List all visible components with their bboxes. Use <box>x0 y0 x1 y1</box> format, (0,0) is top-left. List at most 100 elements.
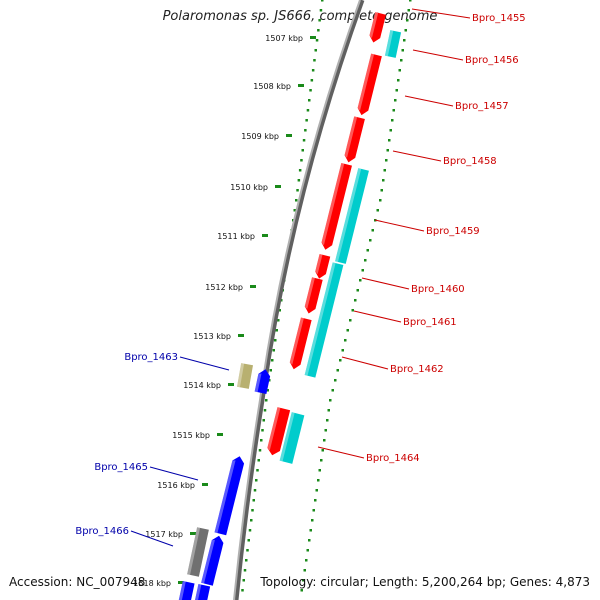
genes-label: Genes: <box>509 575 552 589</box>
gene-1467-partial <box>177 581 195 600</box>
forward-track-guide <box>321 449 324 452</box>
gene-1464-feature-body <box>279 412 305 464</box>
gene-1459-feature <box>335 168 369 264</box>
gene-1466-shine <box>201 539 215 584</box>
forward-track-guide <box>404 29 407 32</box>
ruler-tick-label: 1518 kbp <box>133 579 171 588</box>
forward-track-guide <box>302 579 305 582</box>
topology-value: circular <box>320 575 365 589</box>
ruler-dot <box>314 49 317 52</box>
forward-track-guide <box>409 0 412 2</box>
forward-track-guide <box>395 89 398 92</box>
forward-track-guide <box>359 279 362 282</box>
ruler-dot <box>257 459 260 462</box>
forward-track-guide <box>382 179 385 182</box>
gene-1466-feature-body <box>187 527 209 577</box>
ruler-dot <box>306 109 310 112</box>
ruler-dot <box>250 519 253 522</box>
forward-track-guide <box>315 489 318 492</box>
ruler-major-tick <box>202 483 208 486</box>
forward-track-guide <box>354 299 357 302</box>
forward-track-guide <box>327 409 330 412</box>
ruler-dot <box>261 429 264 432</box>
ruler-dot <box>248 529 252 532</box>
gene-features <box>177 12 402 600</box>
gene-1455-shine <box>369 12 379 39</box>
ruler-dot <box>265 399 268 402</box>
gene-1464-feature <box>279 412 305 464</box>
gene-label-leader <box>361 277 410 290</box>
ruler-dot <box>253 489 257 492</box>
gene-label-leader <box>392 150 442 162</box>
ruler-dot <box>275 329 278 332</box>
ruler-tick-label: 1514 kbp <box>183 381 221 390</box>
ruler-major-tick <box>298 84 304 87</box>
forward-track-guide <box>371 229 374 232</box>
gene-1464 <box>267 407 291 456</box>
gene-label-leader <box>149 466 199 481</box>
ruler-dot <box>274 339 277 342</box>
forward-track-guide <box>329 399 332 402</box>
gene-1461-shine <box>304 277 315 309</box>
ruler-dot <box>301 149 304 152</box>
ruler-dot <box>252 499 255 502</box>
gene-1461-feature-body <box>304 262 344 378</box>
gene-1459-feature-body <box>335 168 369 264</box>
ruler-dot <box>241 589 244 592</box>
ruler-tick-label: 1513 kbp <box>193 332 231 341</box>
length-label: Length: <box>372 575 419 589</box>
forward-track-guide <box>331 389 334 392</box>
gene-label-forward: Bpro_1455 <box>472 13 526 24</box>
ruler-dot <box>309 89 312 92</box>
forward-track-guide <box>383 169 386 172</box>
ruler-major-tick <box>250 285 256 288</box>
backbone-shadow <box>233 0 365 600</box>
ruler-major-tick <box>310 36 316 39</box>
ruler-dot <box>277 319 280 322</box>
ruler-dot <box>310 79 314 82</box>
gene-label-leader <box>374 219 425 232</box>
forward-track-guide <box>398 69 401 72</box>
gene-1466-body <box>201 535 224 586</box>
ruler-dot <box>311 69 315 72</box>
forward-track-guide <box>334 379 337 382</box>
ruler-dot <box>300 159 303 162</box>
gene-label-leader <box>404 95 454 107</box>
forward-track-guide <box>386 149 389 152</box>
forward-track-guide <box>391 119 394 122</box>
gene-label-forward: Bpro_1456 <box>465 55 519 66</box>
gene-1465-body <box>214 456 245 536</box>
gene-1457 <box>344 116 365 163</box>
ruler-dot <box>321 0 324 2</box>
gene-1461-body <box>304 277 323 314</box>
gene-label-forward: Bpro_1462 <box>390 364 444 375</box>
genome-summary-footer: Topology: circular; Length: 5,200,264 bp… <box>260 575 590 589</box>
gene-1455 <box>369 12 386 43</box>
forward-track-guide <box>394 99 397 102</box>
gene-label-leader <box>353 310 402 323</box>
ruler-dot <box>319 9 323 12</box>
ruler-major-tick <box>238 334 244 337</box>
gene-label-leader <box>341 356 389 370</box>
ruler-dot <box>302 139 306 142</box>
gene-1466-feature <box>187 527 209 577</box>
forward-track-guide <box>356 289 359 292</box>
forward-track-guide <box>397 79 400 82</box>
ruler-dot <box>296 189 299 192</box>
forward-track-guide <box>388 139 391 142</box>
gene-1463-feature <box>237 363 253 389</box>
ruler-dot <box>272 349 275 352</box>
forward-track-guide <box>364 259 367 262</box>
gene-1463-feature-shine <box>237 363 245 388</box>
ruler-dot <box>315 39 319 42</box>
ruler-dot <box>308 99 311 102</box>
gene-label-forward: Bpro_1464 <box>366 453 420 464</box>
forward-track-guide <box>376 209 379 212</box>
gene-1456-feature-shine <box>384 30 394 57</box>
forward-track-guide <box>351 309 354 312</box>
gene-labels: Bpro_1455 Bpro_1456 Bpro_1457 Bpro_1458 Bpro… <box>75 8 526 547</box>
forward-track-guide <box>320 459 323 462</box>
forward-track-guide <box>311 519 314 522</box>
gene-label-forward: Bpro_1459 <box>426 226 480 237</box>
